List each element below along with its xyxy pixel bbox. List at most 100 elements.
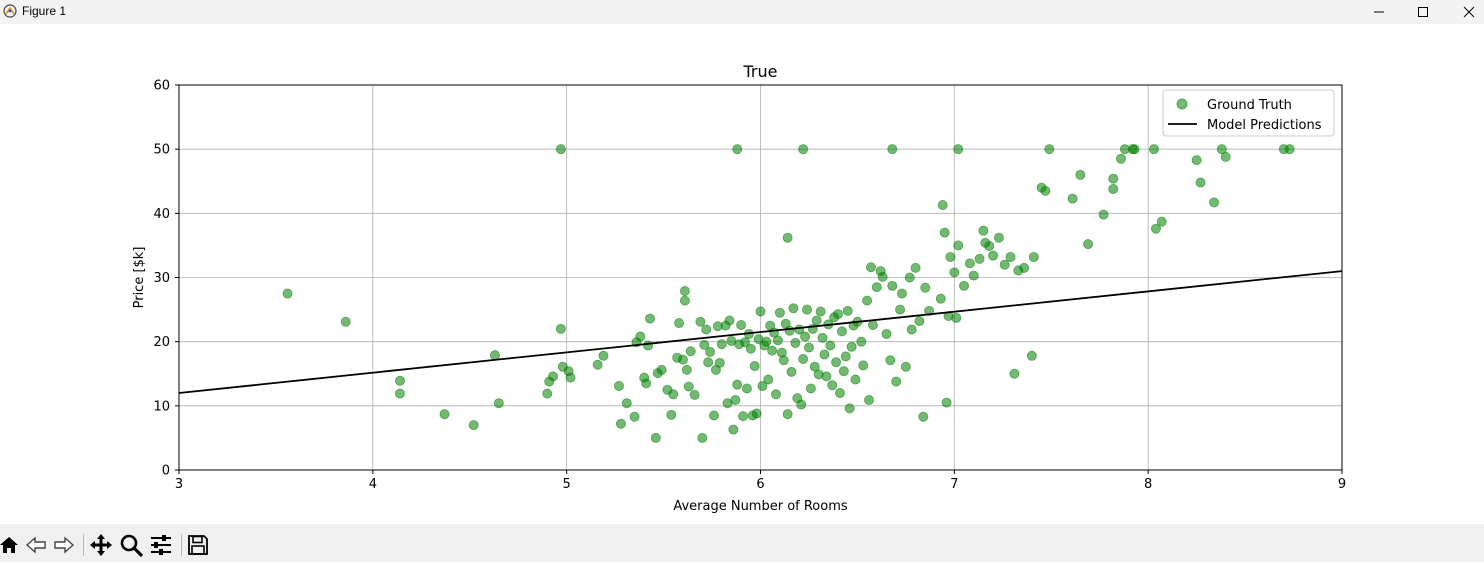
data-point [782, 232, 793, 243]
zoom-button[interactable] [119, 533, 143, 557]
maximize-button[interactable] [1400, 0, 1446, 24]
data-point [1098, 209, 1109, 220]
forward-button[interactable] [52, 533, 76, 557]
legend-marker-ground-truth [1176, 98, 1188, 110]
data-point [833, 309, 844, 320]
app-icon [3, 4, 17, 18]
data-point [548, 371, 559, 382]
data-point [697, 432, 708, 443]
data-point [699, 339, 710, 350]
data-point [858, 360, 869, 371]
data-point [790, 337, 801, 348]
data-point [862, 295, 873, 306]
data-point [701, 324, 712, 335]
data-point [645, 313, 656, 324]
toolbar-separator [83, 534, 84, 556]
data-point [394, 375, 405, 386]
back-button[interactable] [24, 533, 48, 557]
data-point [864, 395, 875, 406]
data-point [677, 354, 688, 365]
data-point [708, 410, 719, 421]
data-point [489, 350, 500, 361]
close-button[interactable] [1446, 0, 1484, 24]
figure-canvas[interactable]: 3 4 5 6 7 8 9 0 10 20 30 40 50 60 True Average Numbe… [0, 24, 1484, 524]
data-point [800, 331, 811, 342]
data-point [716, 339, 727, 350]
data-point [555, 144, 566, 155]
data-point [736, 319, 747, 330]
data-point [1005, 251, 1016, 262]
data-point [1116, 153, 1127, 164]
configure-subplots-button[interactable] [149, 533, 173, 557]
data-point [468, 420, 479, 431]
x-tick-label: 8 [1144, 477, 1152, 492]
data-point [904, 272, 915, 283]
data-point [1040, 185, 1051, 196]
data-point [763, 374, 774, 385]
prediction-line [178, 270, 1343, 394]
data-point [493, 398, 504, 409]
data-point [788, 303, 799, 314]
data-point [666, 409, 677, 420]
data-point [786, 366, 797, 377]
data-point [796, 399, 807, 410]
data-point [778, 355, 789, 366]
zoom-icon [120, 534, 143, 557]
data-point [811, 315, 822, 326]
data-point [774, 307, 785, 318]
back-icon [25, 536, 46, 554]
data-point [831, 357, 842, 368]
data-point [635, 331, 646, 342]
data-point [1044, 144, 1055, 155]
data-point [834, 387, 845, 398]
x-tick-label: 5 [563, 477, 571, 492]
data-point [802, 304, 813, 315]
home-button[interactable] [0, 533, 21, 557]
x-tick-label: 4 [369, 477, 377, 492]
data-point [656, 364, 667, 375]
data-point [953, 240, 964, 251]
y-tick-label: 60 [153, 79, 170, 94]
navigation-toolbar [0, 524, 1484, 562]
data-point [881, 328, 892, 339]
data-point [728, 424, 739, 435]
data-point [772, 335, 783, 346]
data-point [1028, 251, 1039, 262]
data-point [924, 305, 935, 316]
data-point [565, 372, 576, 383]
home-icon [0, 537, 18, 553]
data-point [817, 332, 828, 343]
y-tick-label: 10 [153, 399, 170, 414]
data-point [803, 342, 814, 353]
data-point [941, 397, 952, 408]
data-point [939, 227, 950, 238]
data-point [771, 389, 782, 400]
toolbar-separator [181, 534, 182, 556]
data-point [340, 316, 351, 327]
data-point [614, 380, 625, 391]
data-point [984, 241, 995, 252]
pan-button[interactable] [89, 533, 113, 557]
y-tick-label: 30 [153, 271, 170, 286]
save-button[interactable] [186, 533, 210, 557]
data-point [935, 293, 946, 304]
data-point [1108, 173, 1119, 184]
data-point [993, 232, 1004, 243]
minimize-icon [1374, 11, 1384, 13]
pan-icon [90, 534, 112, 556]
data-point [705, 346, 716, 357]
minimize-button[interactable] [1356, 0, 1402, 24]
data-point [714, 357, 725, 368]
maximize-icon [1418, 7, 1428, 17]
data-point [988, 250, 999, 261]
legend-box [1162, 89, 1335, 137]
grid-lines [179, 85, 1342, 470]
data-point [681, 364, 692, 375]
data-point [615, 418, 626, 429]
data-point [918, 411, 929, 422]
data-point [959, 280, 970, 291]
data-point [282, 288, 293, 299]
data-point [1195, 177, 1206, 188]
data-point [641, 378, 652, 389]
data-point [821, 371, 832, 382]
